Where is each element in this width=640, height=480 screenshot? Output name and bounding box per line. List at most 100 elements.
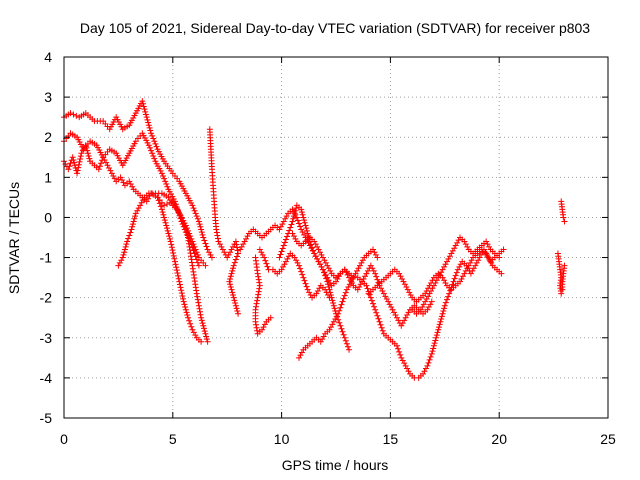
data-point bbox=[449, 281, 456, 288]
data-point bbox=[179, 217, 186, 224]
data-point bbox=[278, 266, 285, 273]
data-point bbox=[401, 360, 408, 367]
data-point bbox=[335, 310, 342, 317]
data-point bbox=[303, 225, 310, 232]
data-point bbox=[367, 294, 374, 301]
data-point bbox=[230, 262, 237, 269]
data-point bbox=[183, 309, 190, 316]
data-point bbox=[264, 263, 271, 270]
data-point bbox=[319, 254, 326, 261]
series-track-16 bbox=[558, 198, 568, 225]
data-point bbox=[232, 256, 239, 263]
data-point bbox=[393, 342, 400, 349]
data-point bbox=[138, 199, 145, 206]
data-point bbox=[177, 211, 184, 218]
data-point bbox=[237, 246, 244, 253]
data-point bbox=[150, 135, 157, 142]
data-point bbox=[195, 302, 202, 309]
data-point bbox=[180, 295, 187, 302]
y-tick-label: -4 bbox=[40, 370, 53, 386]
data-point bbox=[128, 226, 135, 233]
data-point bbox=[304, 286, 311, 293]
data-point bbox=[470, 265, 477, 272]
data-point bbox=[399, 320, 406, 327]
data-point bbox=[300, 274, 307, 281]
data-point bbox=[233, 253, 240, 260]
data-point bbox=[228, 246, 235, 253]
data-point bbox=[377, 321, 384, 328]
data-point bbox=[451, 245, 458, 252]
data-point bbox=[127, 181, 134, 188]
data-point bbox=[313, 290, 320, 297]
data-point bbox=[436, 321, 443, 328]
series-track-9 bbox=[256, 246, 333, 301]
data-point bbox=[349, 275, 356, 282]
data-point bbox=[327, 291, 334, 298]
data-point bbox=[281, 239, 288, 246]
data-point bbox=[227, 249, 234, 256]
data-point bbox=[148, 147, 155, 154]
data-point bbox=[182, 304, 189, 311]
data-point bbox=[142, 108, 149, 115]
data-point bbox=[324, 278, 331, 285]
data-point bbox=[326, 286, 333, 293]
data-point bbox=[256, 282, 263, 289]
data-point bbox=[366, 291, 373, 298]
data-point bbox=[103, 159, 110, 166]
y-tick-label: 4 bbox=[44, 49, 52, 65]
data-point bbox=[229, 289, 236, 296]
data-point bbox=[259, 251, 266, 258]
data-point bbox=[292, 235, 299, 242]
data-point bbox=[297, 223, 304, 230]
data-point bbox=[139, 98, 146, 105]
data-point bbox=[425, 293, 432, 300]
data-point bbox=[67, 110, 74, 117]
data-point bbox=[325, 283, 332, 290]
data-point bbox=[198, 226, 205, 233]
data-point bbox=[166, 235, 173, 242]
data-point bbox=[204, 338, 211, 345]
data-point bbox=[156, 200, 163, 207]
data-point bbox=[445, 255, 452, 262]
data-point bbox=[441, 263, 448, 270]
data-point bbox=[296, 220, 303, 227]
data-point bbox=[252, 318, 259, 325]
data-point bbox=[320, 333, 327, 340]
y-tick-label: -2 bbox=[40, 290, 53, 306]
data-point bbox=[171, 255, 178, 262]
data-point bbox=[195, 299, 202, 306]
data-point bbox=[218, 243, 225, 250]
data-point bbox=[303, 283, 310, 290]
data-point bbox=[130, 218, 137, 225]
data-point bbox=[299, 229, 306, 236]
data-point bbox=[354, 267, 361, 274]
data-point bbox=[454, 239, 461, 246]
data-point bbox=[323, 275, 330, 282]
data-point bbox=[467, 259, 474, 266]
data-point bbox=[120, 179, 127, 186]
data-point bbox=[335, 273, 342, 280]
data-point bbox=[467, 270, 474, 277]
data-point bbox=[198, 314, 205, 321]
data-point bbox=[280, 218, 287, 225]
x-tick-label: 25 bbox=[600, 431, 616, 447]
data-point bbox=[435, 274, 442, 281]
data-point bbox=[464, 243, 471, 250]
data-point bbox=[188, 241, 195, 248]
data-point bbox=[225, 251, 232, 258]
data-point bbox=[397, 273, 404, 280]
data-point bbox=[219, 246, 226, 253]
data-point bbox=[447, 287, 454, 294]
data-point bbox=[150, 152, 157, 159]
data-point bbox=[100, 154, 107, 161]
data-point bbox=[196, 305, 203, 312]
data-point bbox=[371, 249, 378, 256]
data-point bbox=[184, 312, 191, 319]
data-point bbox=[153, 143, 160, 150]
data-point bbox=[233, 305, 240, 312]
data-point bbox=[285, 253, 292, 260]
data-point bbox=[253, 300, 260, 307]
data-point bbox=[77, 155, 84, 162]
data-point bbox=[155, 197, 162, 204]
